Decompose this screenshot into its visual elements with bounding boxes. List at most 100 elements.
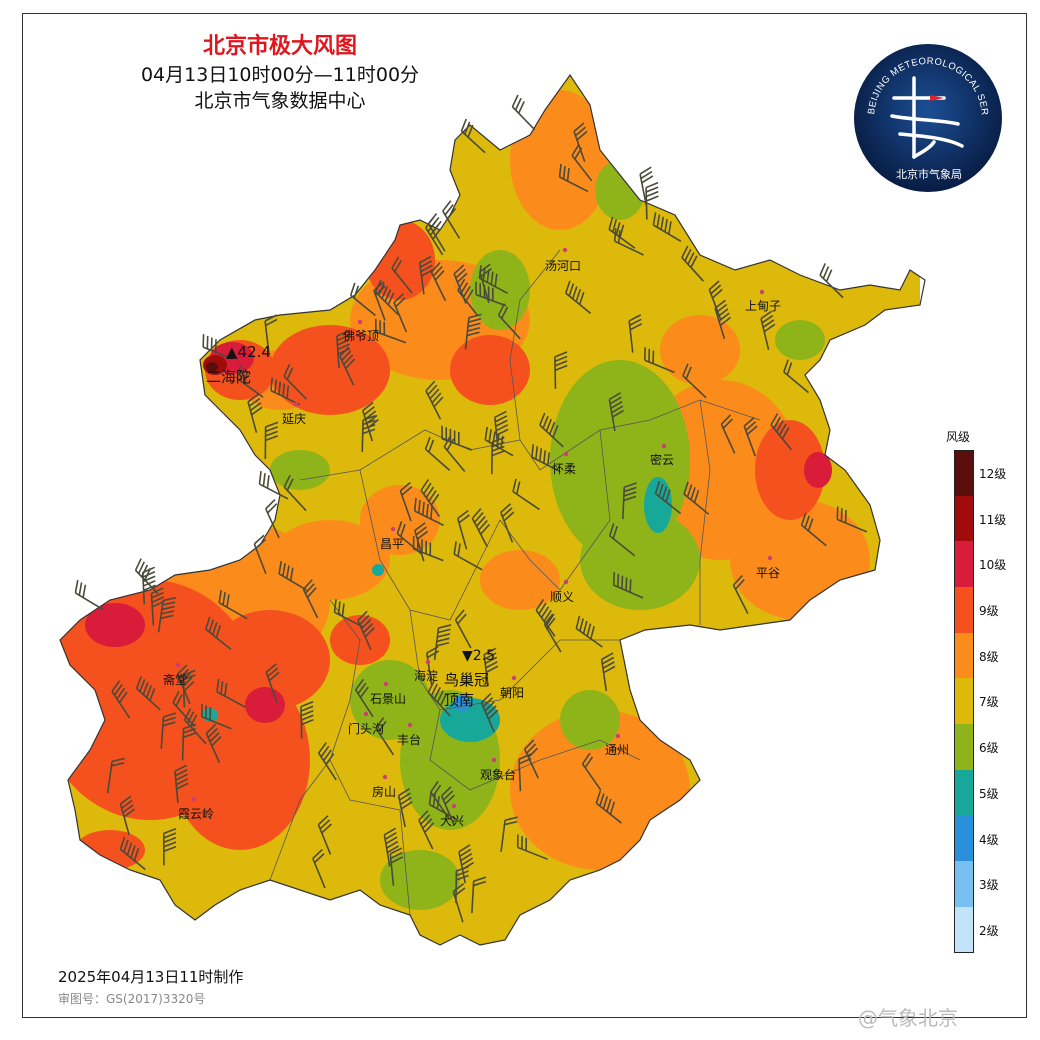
- legend-swatch: [954, 495, 974, 542]
- wind-barb: [205, 616, 232, 650]
- place-haidian: 海淀: [414, 669, 439, 683]
- station-dot: [363, 711, 369, 717]
- wind-barb: [512, 478, 540, 511]
- wind-barb: [457, 509, 470, 550]
- legend-label: 10级: [979, 558, 1007, 573]
- wind-barb: [119, 795, 136, 835]
- wind-barb: [420, 479, 441, 517]
- wind-barb: [106, 757, 125, 794]
- place-fangshan: 房山: [372, 785, 397, 799]
- max-gust-station: 二海陀: [206, 368, 252, 386]
- wind-barb: [428, 791, 458, 821]
- station-dot: [451, 803, 457, 809]
- wind-barb: [783, 359, 809, 394]
- place-mentougou: 门头沟: [348, 722, 385, 736]
- wind-barb: [336, 329, 351, 369]
- wind-barb: [464, 313, 482, 350]
- wind-barb: [681, 245, 705, 282]
- station-dot: [407, 722, 413, 728]
- wind-barb: [264, 421, 279, 459]
- wind-barb: [442, 200, 461, 239]
- min-gust-value: 2.5: [472, 648, 496, 664]
- wind-barb: [595, 790, 622, 824]
- station-dot: [491, 757, 497, 763]
- wind-barb: [424, 436, 451, 471]
- wind-barb: [258, 471, 289, 500]
- wind-barb: [374, 318, 407, 344]
- legend-swatch: [954, 678, 974, 725]
- wind-barb: [253, 534, 267, 575]
- wind-barb: [160, 712, 177, 749]
- wind-barb: [613, 228, 644, 256]
- wind-barb: [500, 503, 515, 543]
- wind-barb: [573, 122, 588, 162]
- wind-barb: [760, 310, 776, 350]
- wind-barb: [218, 589, 248, 620]
- wind-barb: [743, 417, 758, 457]
- wind-barb: [608, 392, 625, 432]
- wind-barb: [202, 334, 234, 361]
- wind-barbs: [74, 94, 868, 923]
- wind-barb: [535, 598, 556, 637]
- wind-barb: [770, 413, 792, 451]
- wind-barb: [162, 827, 177, 866]
- wind-barb: [391, 256, 413, 294]
- legend-swatch: [954, 541, 974, 588]
- place-shijingshan: 石景山: [370, 692, 407, 706]
- station-dot: [563, 579, 569, 585]
- station-dot: [767, 555, 773, 561]
- wind-barb: [150, 587, 165, 626]
- wind-barb: [278, 560, 308, 591]
- station-dot: [357, 319, 363, 325]
- wind-barb: [418, 810, 435, 850]
- place-miyun: 密云: [650, 453, 675, 467]
- station-dot: [383, 681, 389, 687]
- wind-barb: [471, 876, 487, 914]
- legend-label: 9级: [979, 604, 999, 619]
- wind-barb: [374, 279, 399, 316]
- wind-barb: [283, 475, 307, 512]
- wind-barb: [425, 645, 440, 685]
- wind-barb: [418, 255, 434, 295]
- place-yanqing: 延庆: [282, 412, 307, 426]
- wind-barb: [172, 690, 196, 727]
- wind-barb: [433, 624, 452, 660]
- legend-label: 11级: [979, 512, 1007, 527]
- station-dot: [563, 451, 569, 457]
- wind-barb: [475, 281, 507, 307]
- wind-barb: [119, 836, 146, 871]
- wind-barb: [236, 365, 264, 398]
- wind-barb: [452, 882, 466, 923]
- wind-barb: [558, 163, 589, 193]
- legend-swatch: [954, 724, 974, 770]
- wind-barb: [500, 816, 518, 853]
- wind-barb: [339, 346, 356, 386]
- station-dot: [293, 401, 299, 407]
- wind-barb: [373, 281, 386, 321]
- wind-barb: [483, 647, 499, 687]
- wind-barb: [612, 572, 644, 599]
- wind-barb: [494, 410, 509, 450]
- station-dot: [562, 247, 568, 253]
- min-marker-icon: ▼: [462, 648, 473, 664]
- logo-cn-name: 北京市气象局: [896, 167, 962, 181]
- wind-barb: [460, 118, 486, 154]
- wind-barb: [397, 787, 413, 828]
- wind-barb: [643, 347, 675, 374]
- wind-barb: [836, 506, 868, 533]
- wind-barb: [396, 521, 423, 555]
- wind-barb: [283, 364, 307, 400]
- place-xiayunling: 霞云岭: [178, 807, 215, 821]
- map-frame: [22, 13, 1027, 1018]
- wind-barb: [74, 580, 104, 611]
- wind-barb: [349, 282, 376, 317]
- wind-barb: [819, 263, 844, 299]
- legend-labels: 12级 11级 10级 9级 8级 7级 6级 5级 4级 3级 2级: [979, 438, 1006, 941]
- map-title: 北京市极大风图: [202, 34, 357, 59]
- district-boundaries: [269, 249, 761, 916]
- place-pinggu: 平谷: [756, 566, 781, 580]
- wind-barb: [413, 498, 444, 526]
- place-shangdianzi: 上甸子: [745, 299, 782, 313]
- wind-barb: [554, 351, 568, 389]
- place-daxing: 大兴: [440, 814, 465, 828]
